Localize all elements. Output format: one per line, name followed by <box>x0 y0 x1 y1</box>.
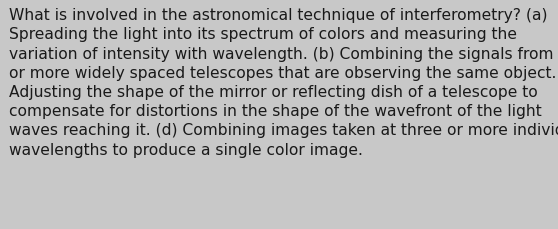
Text: What is involved in the astronomical technique of interferometry? (a)
Spreading : What is involved in the astronomical tec… <box>9 8 558 157</box>
